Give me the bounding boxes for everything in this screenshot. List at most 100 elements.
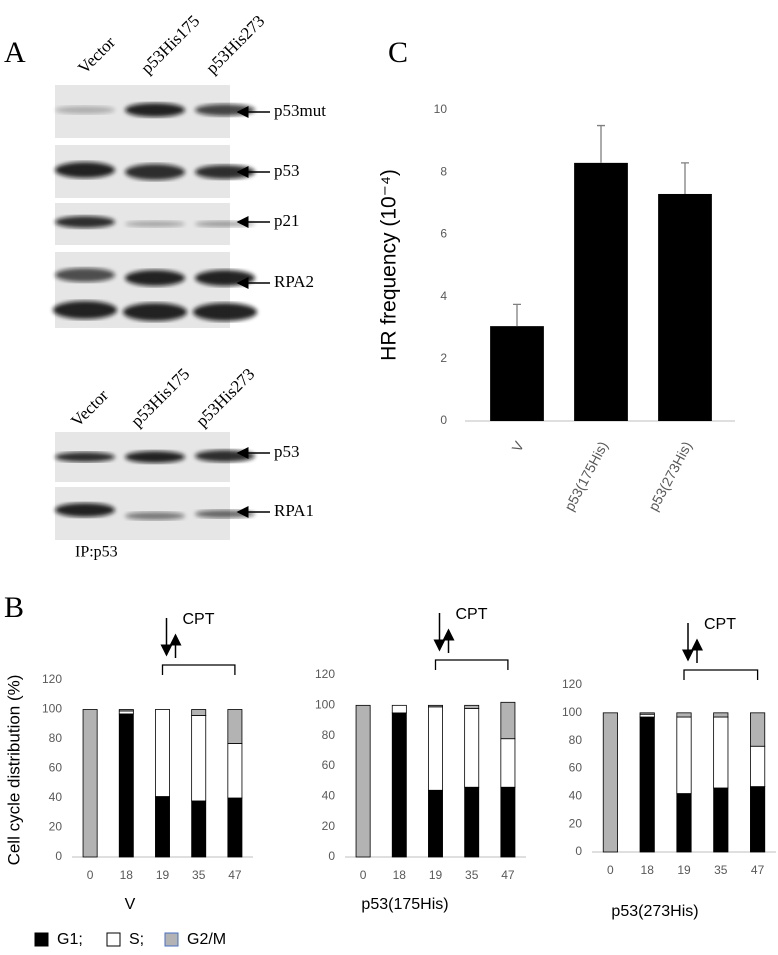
error-bar (597, 124, 605, 163)
lane-label: Vector (67, 386, 112, 431)
bar-segment (118, 710, 134, 715)
y-tick-label: 100 (562, 705, 582, 719)
bar-segment (713, 787, 729, 853)
blot-band (53, 301, 117, 319)
y-tick-label: 20 (569, 816, 583, 830)
bar (658, 193, 712, 421)
x-tick-label: 47 (501, 868, 515, 882)
bar-segment (713, 712, 729, 718)
x-tick-label: 19 (677, 863, 691, 877)
x-tick-label: p53(175His) (561, 439, 611, 514)
bracket (683, 669, 759, 680)
y-tick-label: 8 (440, 164, 447, 178)
legend-swatch (106, 932, 121, 947)
annotation: CPT (704, 616, 736, 633)
bar-segment (750, 712, 766, 747)
x-tick-label: 47 (228, 868, 242, 882)
bar-segment (464, 704, 480, 709)
band-label: p53 (274, 161, 300, 180)
y-tick-label: 100 (315, 698, 335, 712)
bar-segment (500, 786, 516, 858)
bar-segment (750, 786, 766, 853)
y-axis-label: HR frequency (10⁻⁴) (378, 169, 401, 361)
lane-label: p53His175 (127, 364, 193, 430)
blot-band (55, 106, 115, 114)
y-tick-label: 4 (440, 289, 447, 303)
band-label: p21 (274, 211, 300, 230)
y-tick-label: 80 (49, 731, 63, 745)
lane-label: Vector (74, 33, 119, 78)
y-tick-label: 80 (569, 733, 583, 747)
bar-segment (227, 797, 243, 858)
band-label: RPA2 (274, 272, 314, 291)
bar-segment (639, 713, 655, 718)
bar-segment (750, 745, 766, 787)
panel-label: C (388, 36, 408, 69)
bar-segment (500, 701, 516, 740)
bar-segment (428, 706, 443, 791)
band-label: p53 (274, 442, 300, 461)
band-label: p53mut (274, 101, 326, 120)
blot-band (55, 503, 115, 517)
y-tick-label: 120 (315, 667, 335, 681)
x-axis-label: p53(175His) (361, 896, 448, 913)
blot-band (125, 221, 185, 227)
bar-segment (428, 704, 443, 708)
blot-band (55, 162, 115, 178)
bracket (161, 664, 236, 675)
blot-band (125, 270, 185, 286)
y-tick-label: 0 (55, 849, 62, 863)
panel-label: B (4, 591, 24, 624)
x-tick-label: V (508, 438, 527, 454)
y-tick-label: 2 (440, 351, 447, 365)
blot-band (195, 510, 255, 518)
legend-label: G1; (57, 931, 83, 948)
x-axis-label: p53(273His) (611, 903, 698, 920)
y-tick-label: 80 (322, 728, 336, 742)
x-tick-label: 18 (393, 868, 407, 882)
bar-segment (602, 712, 618, 853)
bar-segment (464, 707, 480, 788)
legend-label: S; (129, 931, 144, 948)
x-tick-label: 0 (360, 868, 367, 882)
bar-segment (500, 738, 516, 788)
y-tick-label: 10 (434, 102, 448, 116)
y-tick-label: 60 (569, 761, 583, 775)
blot-band (125, 512, 185, 520)
annotation: CPT (183, 611, 215, 628)
blot-band (195, 450, 255, 462)
y-tick-label: 40 (322, 789, 336, 803)
bar-segment (464, 786, 480, 858)
y-tick-label: 0 (575, 844, 582, 858)
x-tick-label: 35 (465, 868, 479, 882)
x-tick-label: 35 (192, 868, 206, 882)
legend-label: G2/M (187, 931, 226, 948)
bar-segment (227, 743, 243, 799)
bar-segment (227, 709, 243, 744)
blot-band (55, 268, 115, 282)
lane-label: p53His175 (137, 11, 203, 77)
x-tick-label: 18 (120, 868, 134, 882)
blot-band (55, 216, 115, 228)
bar (574, 162, 628, 421)
bar-segment (355, 704, 371, 858)
y-tick-label: 120 (562, 677, 582, 691)
bar-segment (118, 713, 134, 858)
blot-caption: IP:p53 (75, 544, 118, 561)
x-tick-label: 35 (714, 863, 728, 877)
x-tick-label: 0 (87, 868, 94, 882)
y-tick-label: 20 (322, 819, 336, 833)
panel-label: A (4, 36, 26, 69)
y-tick-label: 60 (49, 761, 63, 775)
x-tick-label: 19 (429, 868, 443, 882)
x-tick-label: 0 (607, 863, 614, 877)
bar-segment (118, 709, 134, 712)
y-tick-label: 100 (42, 702, 62, 716)
bar-segment (676, 712, 692, 718)
bar-segment (713, 716, 729, 789)
x-tick-label: 19 (156, 868, 170, 882)
y-tick-label: 120 (42, 672, 62, 686)
lane-label: p53His273 (192, 364, 258, 430)
bar-segment (676, 716, 692, 794)
lane-label: p53His273 (202, 11, 268, 77)
